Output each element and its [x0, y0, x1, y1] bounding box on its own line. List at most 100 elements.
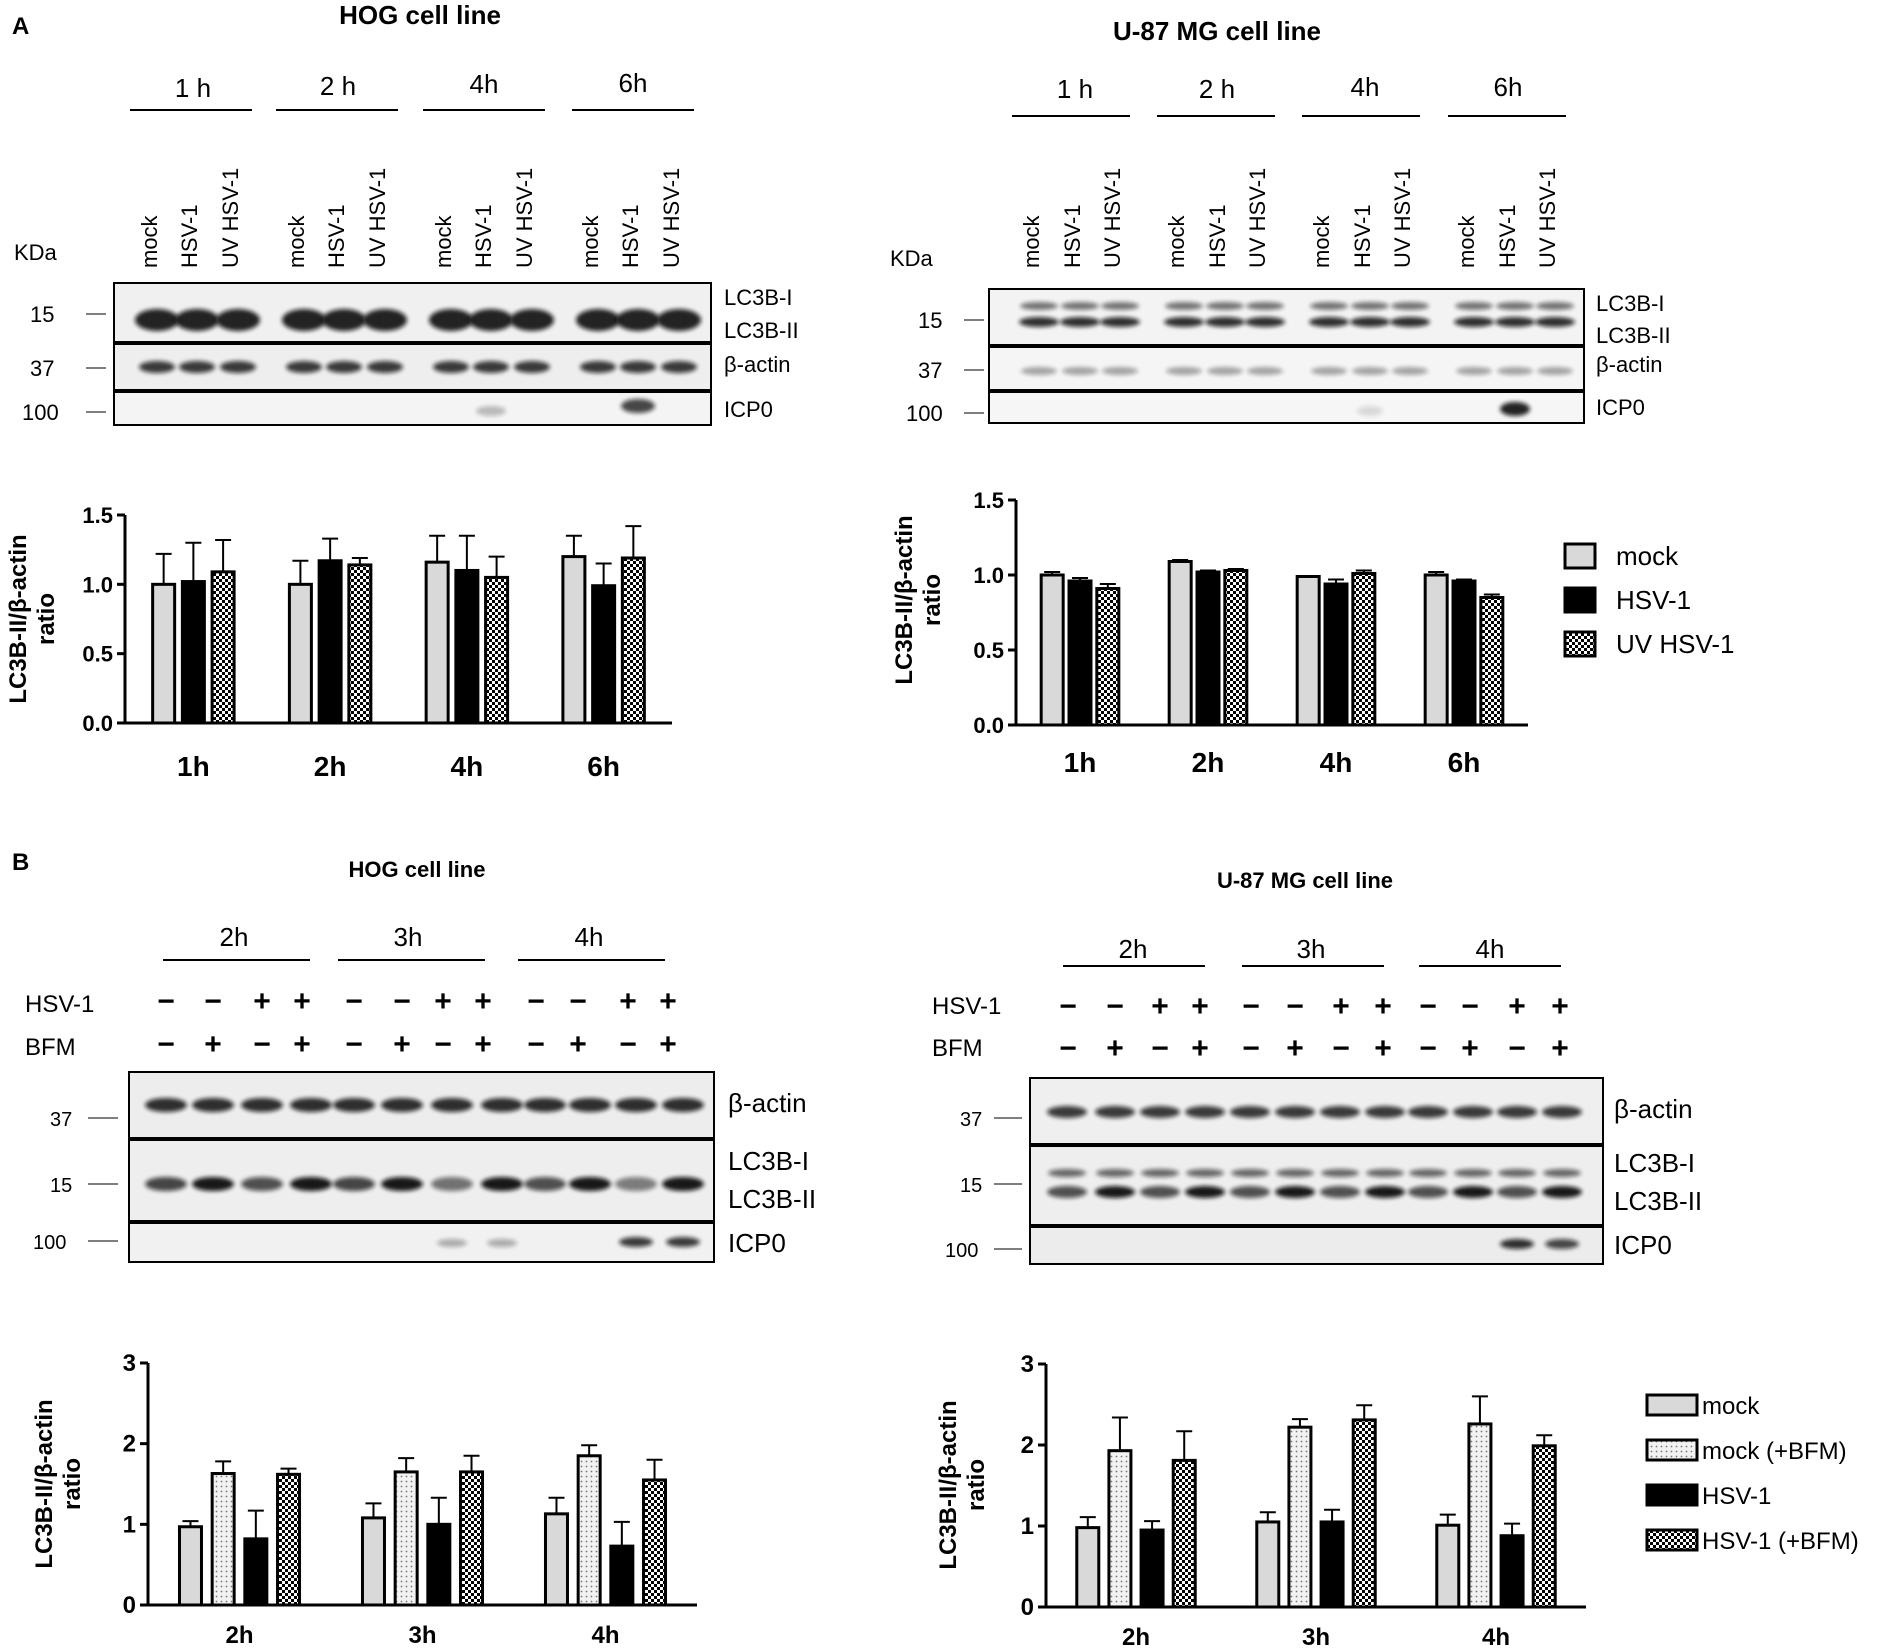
bar	[459, 1470, 485, 1607]
blot-band	[1496, 302, 1534, 310]
lane-label: mock	[284, 214, 309, 268]
band-label-actin: β-actin	[1596, 352, 1662, 377]
marker-15: 15	[50, 1175, 72, 1197]
bfm-sign: −	[1151, 1032, 1169, 1065]
blot-band	[175, 309, 219, 331]
blot-band	[1048, 1169, 1086, 1177]
hsv-sign: −	[1242, 990, 1260, 1023]
time-label: 2h	[220, 922, 249, 952]
bar	[1295, 575, 1321, 727]
blot-title: HOG cell line	[349, 857, 486, 882]
bar	[1499, 1534, 1525, 1609]
lane-label: UV HSV-1	[1390, 168, 1415, 268]
y-tick-label: 1.0	[973, 563, 1004, 588]
blot-band	[1409, 1169, 1447, 1177]
time-label: 1 h	[1057, 74, 1093, 104]
legend-label: mock	[1616, 541, 1679, 571]
x-tick-label: 3h	[1302, 1624, 1330, 1649]
blot-band	[1095, 1186, 1135, 1198]
x-tick-label: 2h	[1192, 747, 1225, 778]
blot-band	[1230, 1186, 1270, 1198]
time-headers: 1 h 2 h 4h 6h	[1012, 72, 1566, 117]
kda-label: KDa	[14, 240, 58, 265]
blot-band	[662, 1177, 704, 1191]
blot-band	[1351, 302, 1389, 310]
y-axis-label-line: ratio	[963, 1459, 990, 1511]
blot-band	[619, 1237, 653, 1247]
blot-band	[290, 1098, 332, 1112]
bar	[1255, 1520, 1281, 1609]
blot-band	[333, 1098, 375, 1112]
icp0-strip	[128, 1222, 715, 1263]
blot-band	[487, 1239, 517, 1247]
x-tick-label: 2h	[314, 751, 347, 782]
blot-band	[322, 309, 366, 331]
bfm-sign: −	[1508, 1032, 1526, 1065]
blot-band	[1275, 1186, 1315, 1198]
blot-band	[1020, 302, 1058, 310]
blot-band	[1543, 1169, 1581, 1177]
marker-37: 37	[30, 356, 54, 381]
blot-band	[1456, 367, 1492, 375]
blot-band	[1231, 1169, 1269, 1177]
blot-band	[1276, 1169, 1314, 1177]
blot-band	[1095, 1106, 1135, 1118]
blot-band	[1186, 1169, 1224, 1177]
bfm-sign: −	[1332, 1032, 1350, 1065]
time-label: 3h	[394, 922, 423, 952]
band-label-lc3b-ii: LC3B-II	[724, 318, 799, 343]
band-label-icp0: ICP0	[1596, 395, 1645, 420]
blot-band	[1321, 1169, 1359, 1177]
blot-b-u87: U-87 MG cell line 2h 3h 4h HSV-1 BFM −−−…	[932, 868, 1702, 1265]
blot-band	[1497, 367, 1533, 375]
bar	[276, 1472, 302, 1607]
bar	[1075, 1526, 1101, 1609]
row-label-hsv: HSV-1	[25, 991, 94, 1018]
row-label-bfm: BFM	[25, 1034, 76, 1061]
legend-swatch-hsv	[1563, 586, 1597, 614]
bar	[347, 563, 373, 725]
hsv-sign: −	[527, 985, 545, 1018]
bfm-sign: −	[527, 1028, 545, 1061]
blot-band	[1390, 317, 1430, 327]
bar	[1351, 1418, 1377, 1609]
blot-band	[1545, 1239, 1579, 1249]
bar	[454, 568, 480, 725]
blot-band	[241, 1098, 283, 1112]
blot-band	[1365, 1106, 1405, 1118]
bar	[151, 582, 177, 725]
bfm-sign: +	[393, 1028, 411, 1061]
hsv-sign: −	[1419, 990, 1437, 1023]
x-tick-label: 6h	[1448, 747, 1481, 778]
time-label: 2 h	[320, 71, 356, 101]
chart-b-u87: 0 1 2 3 LC3B-II/β-actinratio 2h 3h 4h	[935, 1351, 1586, 1649]
lane-label: HSV-1	[324, 204, 349, 268]
panel-label-a: A	[12, 13, 29, 40]
y-tick-label: 1	[1021, 1513, 1034, 1540]
bfm-sign: +	[293, 1028, 311, 1061]
blot-band	[1408, 1106, 1448, 1118]
blot-band	[1391, 302, 1429, 310]
blot-band	[1352, 367, 1388, 375]
marker-100: 100	[22, 400, 59, 425]
row-label-hsv: HSV-1	[932, 993, 1001, 1020]
bar	[1531, 1444, 1557, 1609]
chart-b-hog: 0 1 2 3 LC3B-II/β-actinratio 2h 3h 4h	[31, 1350, 697, 1649]
blot-band	[431, 1177, 473, 1191]
bfm-sign: +	[1191, 1032, 1209, 1065]
band-label-lc3b-i: LC3B-I	[724, 285, 792, 310]
y-tick-label: 1	[123, 1511, 136, 1538]
marker-15: 15	[960, 1175, 982, 1197]
x-tick-label: 1h	[1064, 747, 1097, 778]
blot-band	[381, 1098, 423, 1112]
time-label: 6h	[1494, 72, 1523, 102]
legend-swatch-uv	[1563, 630, 1597, 658]
blot-band	[510, 309, 554, 331]
hsv-sign: +	[1191, 990, 1209, 1023]
blot-band	[145, 1177, 187, 1191]
blot-band	[1408, 1186, 1448, 1198]
blot-band	[429, 309, 473, 331]
bar	[393, 1470, 419, 1607]
bar	[1435, 1523, 1461, 1609]
band-label-lc3b-ii: LC3B-II	[1614, 1186, 1702, 1216]
